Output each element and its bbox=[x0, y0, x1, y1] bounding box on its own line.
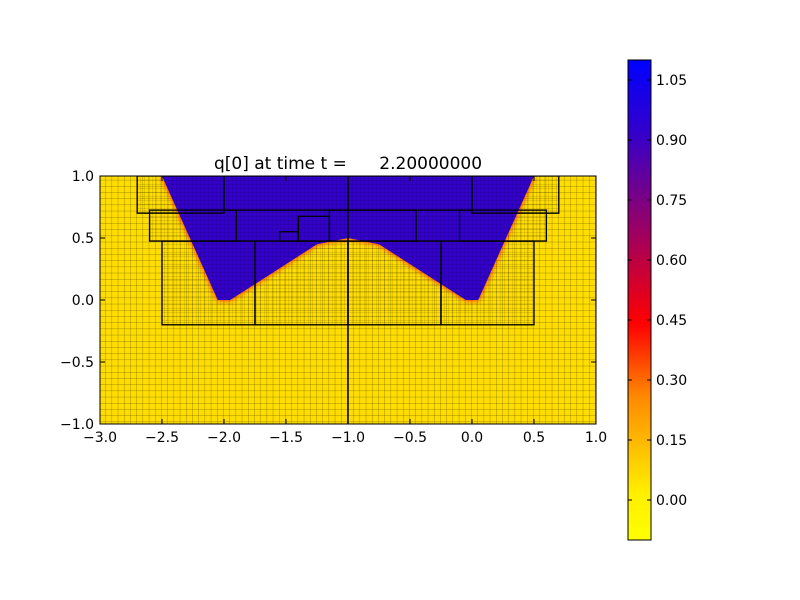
plot-area bbox=[100, 176, 596, 424]
colorbar-tick-label: 0.45 bbox=[656, 313, 687, 329]
y-tick-label: 1.0 bbox=[72, 169, 94, 185]
x-tick-label: 1.0 bbox=[585, 430, 607, 446]
colorbar-tick-label: 0.15 bbox=[656, 433, 687, 449]
x-tick-label: 0.5 bbox=[523, 430, 545, 446]
y-tick-label: −1.0 bbox=[60, 417, 94, 433]
refinement-patch bbox=[279, 231, 300, 242]
colorbar bbox=[627, 59, 652, 541]
refinement-patch bbox=[297, 215, 331, 242]
y-tick-label: 0.5 bbox=[72, 231, 94, 247]
y-tick-label: −0.5 bbox=[60, 355, 94, 371]
x-tick-label: 0.0 bbox=[461, 430, 483, 446]
colorbar-tick-label: 0.00 bbox=[656, 493, 687, 509]
colorbar-ticks: 0.00 0.15 0.30 0.45 0.60 0.75 0.90 1.05 bbox=[628, 73, 687, 509]
colorbar-tick-label: 0.90 bbox=[656, 133, 687, 149]
x-tick-label: −1.5 bbox=[269, 430, 303, 446]
x-tick-label: −3.0 bbox=[83, 430, 117, 446]
colorbar-tick-label: 1.05 bbox=[656, 73, 687, 89]
chart-title: q[0] at time t = 2.20000000 bbox=[214, 154, 482, 174]
y-tick-label: 0.0 bbox=[72, 293, 94, 309]
y-axis: −1.0 −0.5 0.0 0.5 1.0 bbox=[60, 169, 596, 433]
x-tick-label: −2.5 bbox=[145, 430, 179, 446]
x-axis: −3.0 −2.5 −2.0 −1.5 −1.0 −0.5 0.0 0.5 1.0 bbox=[83, 176, 607, 446]
x-tick-label: −2.0 bbox=[207, 430, 241, 446]
colorbar-tick-label: 0.75 bbox=[656, 193, 687, 209]
colorbar-tick-label: 0.60 bbox=[656, 253, 687, 269]
x-tick-label: −1.0 bbox=[331, 430, 365, 446]
refinement-patch bbox=[458, 209, 548, 242]
x-tick-label: −0.5 bbox=[393, 430, 427, 446]
colorbar-tick-label: 0.30 bbox=[656, 373, 687, 389]
